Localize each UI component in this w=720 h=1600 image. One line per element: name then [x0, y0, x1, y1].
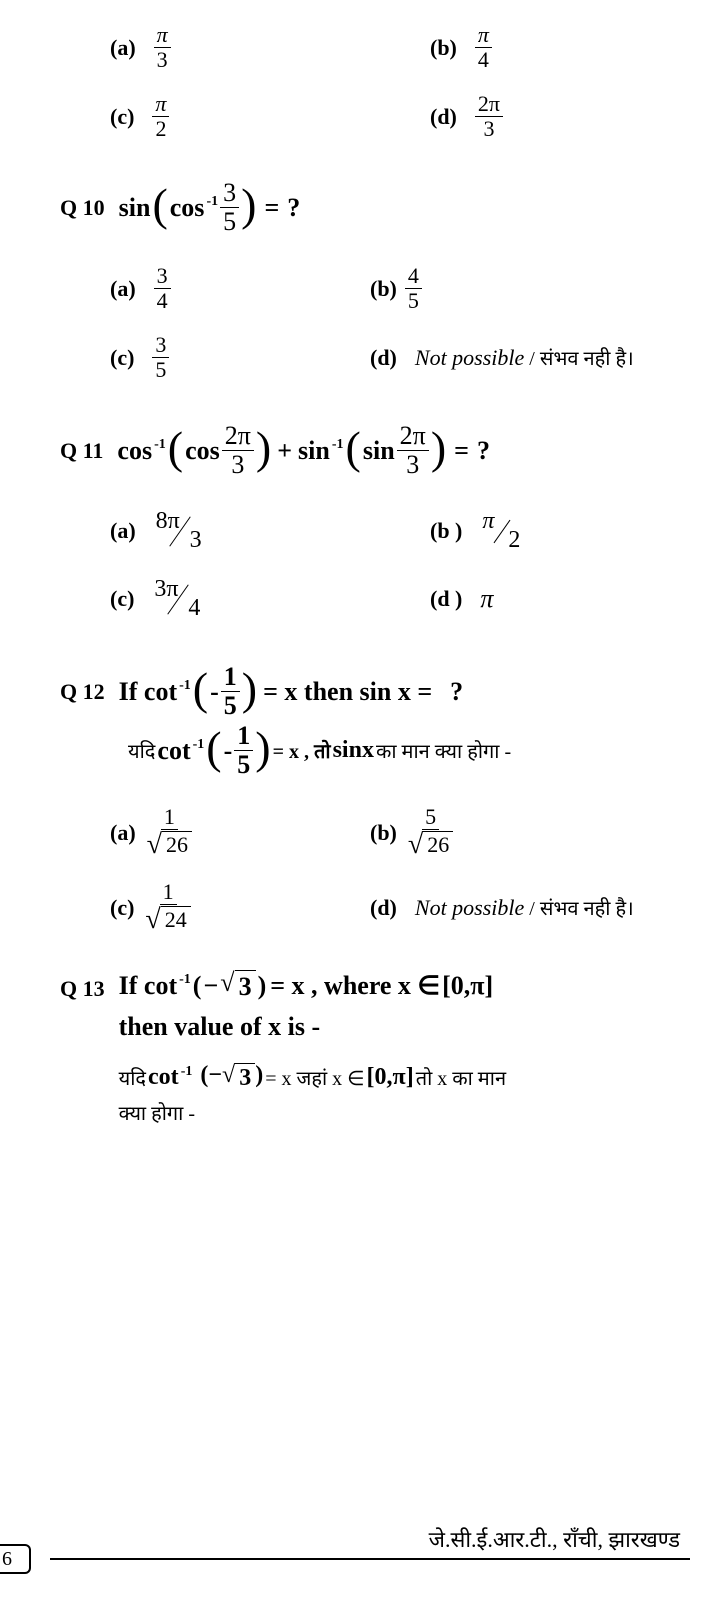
label: (a) [110, 35, 136, 61]
q12-option-b: (b) 5 √26 [370, 806, 456, 859]
q13-stem-en1: Q 13 If cot-1 (− √3 ) = x , where x ∈ [0… [60, 970, 690, 1126]
q10-options-row2: (c) 3 5 (d) Not possible / संभव नही है। [110, 334, 690, 381]
q9-options-row1: (a) π 3 (b) π 4 [110, 24, 690, 71]
q12-option-d: (d) Not possible / संभव नही है। [370, 881, 634, 934]
label: (b) [430, 35, 457, 61]
q12-options-row2: (c) 1 √24 (d) Not possible / संभव नही है… [110, 881, 690, 934]
q12-options-row1: (a) 1 √26 (b) 5 √26 [110, 806, 690, 859]
fraction: π 4 [475, 24, 492, 71]
q10-label: Q 10 [60, 195, 105, 221]
page-footer: जे.सी.ई.आर.टी., राँची, झारखण्ड 6 [0, 1524, 690, 1560]
q9-option-a: (a) π 3 [110, 24, 430, 71]
footer-org: जे.सी.ई.आर.टी., राँची, झारखण्ड [0, 1524, 690, 1558]
q10-option-c: (c) 3 5 [110, 334, 370, 381]
q11-expression: cos-1 ( cos 2π 3 ) + sin-1 ( sin 2π 3 ) … [117, 423, 490, 478]
q10-option-d: (d) Not possible / संभव नही है। [370, 334, 634, 381]
label: (c) [110, 104, 134, 130]
q10-option-b: (b) 4 5 [370, 265, 422, 312]
q13-stem-hi: यदि cot-1 (−√3) = x जहां x ∈ [0,π] तो x … [119, 1062, 506, 1093]
q10-options-row1: (a) 3 4 (b) 4 5 [110, 265, 690, 312]
q12-stem-hi: यदि cot-1 ( - 1 5 ) = x , तो sinx का मान… [128, 723, 690, 778]
q11-option-a: (a) 8π 3 [110, 508, 430, 554]
q12-stem-en: Q 12 If cot-1 ( - 1 5 ) = x then sin x =… [60, 664, 690, 719]
q11-option-c: (c) 3π 4 [110, 576, 430, 622]
q11-stem: Q 11 cos-1 ( cos 2π 3 ) + sin-1 ( sin 2π… [60, 423, 690, 478]
fraction: π 2 [152, 93, 169, 140]
q10-expression: sin ( cos-1 3 5 ) = ? [119, 180, 301, 235]
fraction: 2π 3 [475, 93, 503, 140]
q11-option-b: (b ) π 2 [430, 508, 524, 554]
q9-option-b: (b) π 4 [430, 24, 492, 71]
page-number: 6 [0, 1544, 31, 1574]
q9-options-row2: (c) π 2 (d) 2π 3 [110, 93, 690, 140]
q11-options-row2: (c) 3π 4 (d ) π [110, 576, 690, 622]
q11-option-d: (d ) π [430, 576, 493, 622]
q9-option-d: (d) 2π 3 [430, 93, 503, 140]
q12-option-a: (a) 1 √26 [110, 806, 370, 859]
q9-option-c: (c) π 2 [110, 93, 430, 140]
q13-stem-en2: then value of x is - [119, 1012, 506, 1042]
q10-stem: Q 10 sin ( cos-1 3 5 ) = ? [60, 180, 690, 235]
footer-rule [50, 1558, 690, 1560]
fraction: π 3 [154, 24, 171, 71]
q10-option-a: (a) 3 4 [110, 265, 370, 312]
q12-option-c: (c) 1 √24 [110, 881, 370, 934]
label: (d) [430, 104, 457, 130]
q11-options-row1: (a) 8π 3 (b ) π 2 [110, 508, 690, 554]
